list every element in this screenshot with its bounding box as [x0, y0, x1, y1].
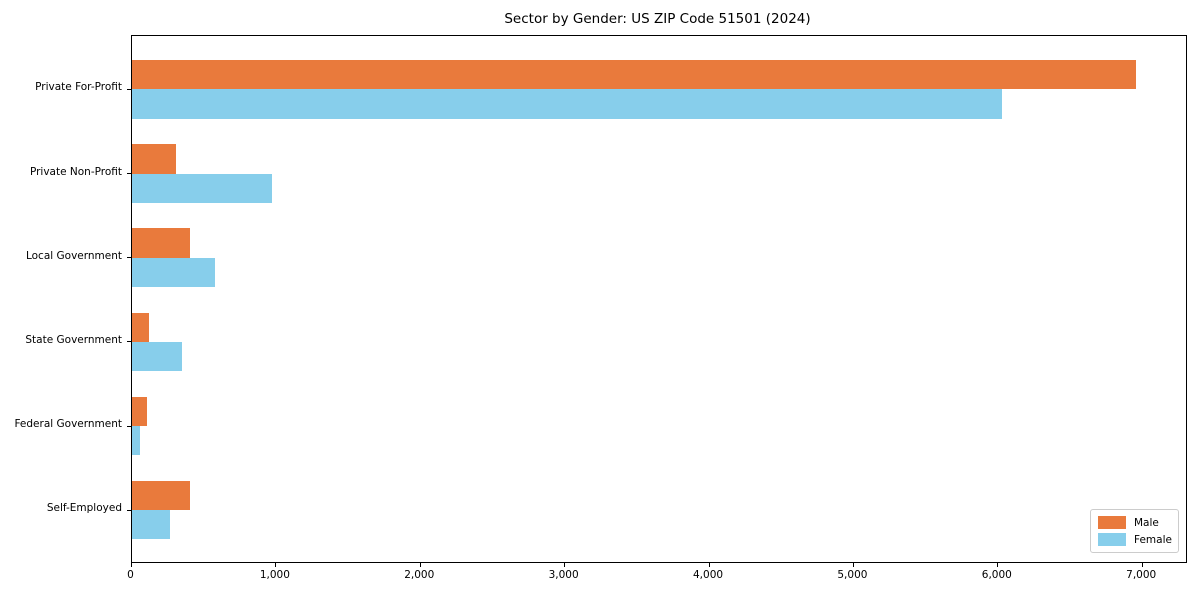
x-tick	[1141, 562, 1143, 567]
bar-female-5	[131, 510, 171, 540]
y-axis-label-0: Private For-Profit	[35, 81, 122, 94]
x-axis-label-1: 1,000	[259, 568, 290, 581]
y-axis-label-4: Federal Government	[14, 418, 122, 430]
x-tick	[419, 562, 421, 567]
x-axis-label-5: 5,000	[837, 568, 868, 581]
legend-label-male: Male	[1134, 516, 1159, 529]
bar-female-1	[131, 173, 272, 203]
y-axis-label-1: Private Non-Profit	[29, 165, 122, 178]
x-axis-label-0: 0	[127, 568, 134, 581]
x-axis-label-4: 4,000	[693, 568, 724, 581]
plot-area	[126, 34, 1187, 567]
bar-female-2	[131, 257, 216, 287]
y-tick	[126, 425, 131, 427]
bar-male-0	[131, 60, 1137, 90]
y-tick	[126, 341, 131, 343]
x-tick	[997, 562, 999, 567]
y-tick	[126, 88, 131, 90]
x-tick	[852, 562, 854, 567]
chart-title: Sector by Gender: US ZIP Code 51501 (202…	[504, 11, 811, 27]
female-swatch-icon	[1098, 533, 1126, 546]
bar-male-5	[131, 480, 190, 511]
x-tick	[708, 562, 710, 567]
bar-female-3	[131, 341, 183, 372]
x-axis-label-2: 2,000	[404, 568, 435, 581]
x-tick	[564, 562, 566, 567]
male-swatch-icon	[1098, 516, 1126, 529]
bar-male-2	[131, 228, 190, 258]
legend-label-female: Female	[1134, 533, 1172, 546]
bar-male-4	[131, 396, 148, 426]
bar-male-3	[131, 312, 149, 342]
x-axis-label-3: 3,000	[548, 568, 579, 581]
y-tick	[126, 509, 131, 511]
legend-entry-female: Female	[1098, 533, 1178, 547]
y-axis-label-2: Local Government	[25, 249, 122, 262]
y-tick	[126, 173, 131, 175]
bar-female-4	[131, 426, 141, 456]
x-axis-label-7: 7,000	[1126, 568, 1157, 581]
bar-male-1	[131, 144, 177, 174]
y-axis-label-3: State Government	[25, 333, 122, 346]
y-tick	[126, 257, 131, 259]
y-axis-label-5: Self-Employed	[46, 502, 122, 515]
legend-entry-male: Male	[1098, 516, 1178, 530]
x-tick	[275, 562, 277, 567]
x-axis-label-6: 6,000	[981, 568, 1012, 581]
bar-female-0	[131, 89, 1003, 119]
x-tick	[131, 562, 132, 567]
legend: Male Female	[1090, 509, 1179, 553]
